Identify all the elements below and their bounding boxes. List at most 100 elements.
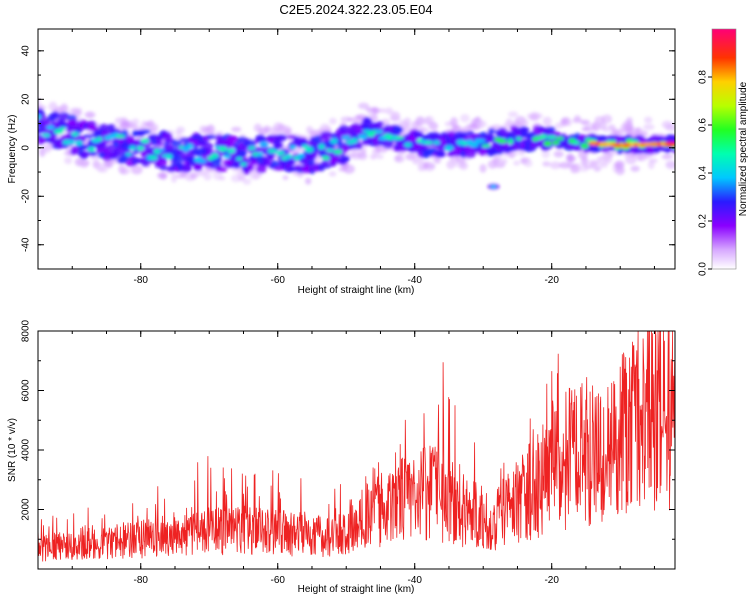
spectrogram-cell — [580, 119, 590, 126]
y-tick-label: -40 — [21, 237, 32, 252]
spectrogram-cell — [159, 165, 168, 171]
spectrogram-cell — [198, 158, 207, 164]
spectrogram-cell — [115, 134, 125, 139]
spectrogram-cell — [231, 126, 242, 133]
spectrogram-cell — [75, 140, 83, 146]
spectrogram-cell — [551, 140, 560, 145]
y-tick-label: 8000 — [21, 319, 32, 342]
spectrogram-cell — [481, 144, 491, 148]
spectrogram-cell — [394, 154, 402, 162]
spectrogram-cell — [616, 166, 624, 172]
spectrogram-cell — [375, 154, 384, 160]
spectrogram-cell — [477, 120, 488, 128]
spectrogram-cell — [571, 118, 583, 124]
spectrogram-cell — [433, 140, 441, 145]
spectrogram-cell — [519, 119, 529, 128]
spectrogram-cell — [39, 114, 46, 121]
spectrogram-cell — [580, 142, 589, 149]
spectrogram-cell — [393, 125, 404, 135]
spectrogram-cell — [403, 117, 412, 127]
spectrogram-cell — [549, 161, 562, 170]
spectrogram-cell — [663, 141, 675, 147]
colorbar-gradient — [712, 29, 736, 269]
spectrogram-cell — [90, 151, 98, 157]
spectrogram-cell — [370, 113, 378, 122]
spectrogram-cell — [215, 130, 224, 136]
bottom-y-axis: 2000 4000 6000 8000 — [21, 319, 675, 570]
spectrogram-cell — [591, 121, 601, 132]
spectrogram-cell — [226, 148, 236, 154]
spectrogram-cell — [267, 149, 278, 154]
y-tick-label: -20 — [21, 189, 32, 204]
chart-title: C2E5.2024.322.23.05.E04 — [279, 2, 432, 17]
spectrogram-cell — [120, 167, 130, 175]
spectrogram-cell — [244, 139, 256, 148]
spectrogram-cell — [424, 117, 432, 126]
spectrogram-cell — [113, 149, 120, 157]
spectrogram-cell — [339, 155, 350, 163]
spectrogram-cell — [512, 151, 519, 156]
spectrogram-cell — [553, 150, 564, 158]
spectrogram-cell — [321, 155, 330, 160]
spectrogram-cell — [428, 121, 439, 131]
spectrogram-cell — [630, 165, 640, 172]
spectrogram-cell — [275, 134, 288, 142]
x-tick-label: -20 — [544, 575, 559, 586]
spectrogram-cell — [318, 143, 326, 150]
spectrogram-cell — [273, 141, 284, 149]
spectrogram-cell — [186, 143, 194, 149]
spectrogram-cell — [428, 163, 436, 169]
spectrogram-cell — [247, 146, 256, 151]
spectrogram-cell — [468, 142, 479, 148]
spectrogram-cell — [415, 116, 425, 126]
spectrogram-cell — [85, 124, 98, 130]
spectrogram-cell — [478, 132, 488, 137]
spectrogram-cell — [181, 165, 192, 173]
spectrogram-cell — [259, 141, 269, 148]
spectrogram-cell — [329, 117, 337, 125]
spectrogram-cell — [357, 134, 368, 140]
spectrogram-cell — [350, 137, 359, 144]
spectrogram-cell — [64, 156, 73, 165]
spectrogram-cell — [87, 146, 96, 152]
spectrogram-cell — [628, 153, 637, 159]
spectrogram-cell — [498, 127, 507, 134]
colorbar-tick-label: 0.2 — [698, 214, 709, 228]
spectrogram-cell — [362, 116, 372, 126]
spectrogram-cell — [242, 178, 252, 185]
spectrogram-cell — [209, 164, 217, 170]
top-x-axis-label: Height of straight line (km) — [298, 285, 415, 296]
spectrogram-cell — [664, 146, 671, 154]
spectrogram-cell — [58, 112, 70, 121]
spectrogram-cell — [38, 97, 41, 104]
spectrogram-cell — [341, 135, 352, 140]
spectrogram-cell — [360, 148, 367, 153]
spectrogram-cell — [350, 123, 361, 131]
spectrogram-cell — [141, 160, 151, 167]
spectrogram-cell — [141, 129, 152, 134]
spectrogram-cell — [176, 126, 185, 134]
top-x-axis: -80 -60 -40 -20 — [37, 29, 655, 286]
spectrogram-cell — [501, 158, 508, 165]
spectrogram-cell — [223, 154, 232, 159]
spectrogram-cell — [82, 134, 94, 139]
spectrogram-cell — [284, 129, 292, 137]
x-tick-label: -80 — [134, 575, 149, 586]
spectrogram-cell — [156, 140, 163, 147]
spectrogram-cell — [328, 171, 337, 177]
spectrogram-cell — [626, 117, 633, 124]
spectrogram-cell — [534, 113, 543, 119]
spectrogram-cell — [467, 130, 475, 136]
spectrogram-cell — [325, 148, 335, 153]
x-tick-label: -80 — [134, 275, 149, 286]
spectrogram-cell — [555, 136, 565, 141]
spectrogram-cell — [256, 152, 264, 156]
y-tick-label: 2000 — [21, 498, 32, 521]
spectrogram-cell — [513, 160, 520, 166]
spectrogram-cell — [433, 156, 441, 164]
spectrogram-cell — [255, 164, 267, 174]
spectrogram-cell — [444, 145, 454, 151]
spectrogram-cell — [436, 151, 446, 156]
spectrogram-cell — [565, 121, 572, 127]
